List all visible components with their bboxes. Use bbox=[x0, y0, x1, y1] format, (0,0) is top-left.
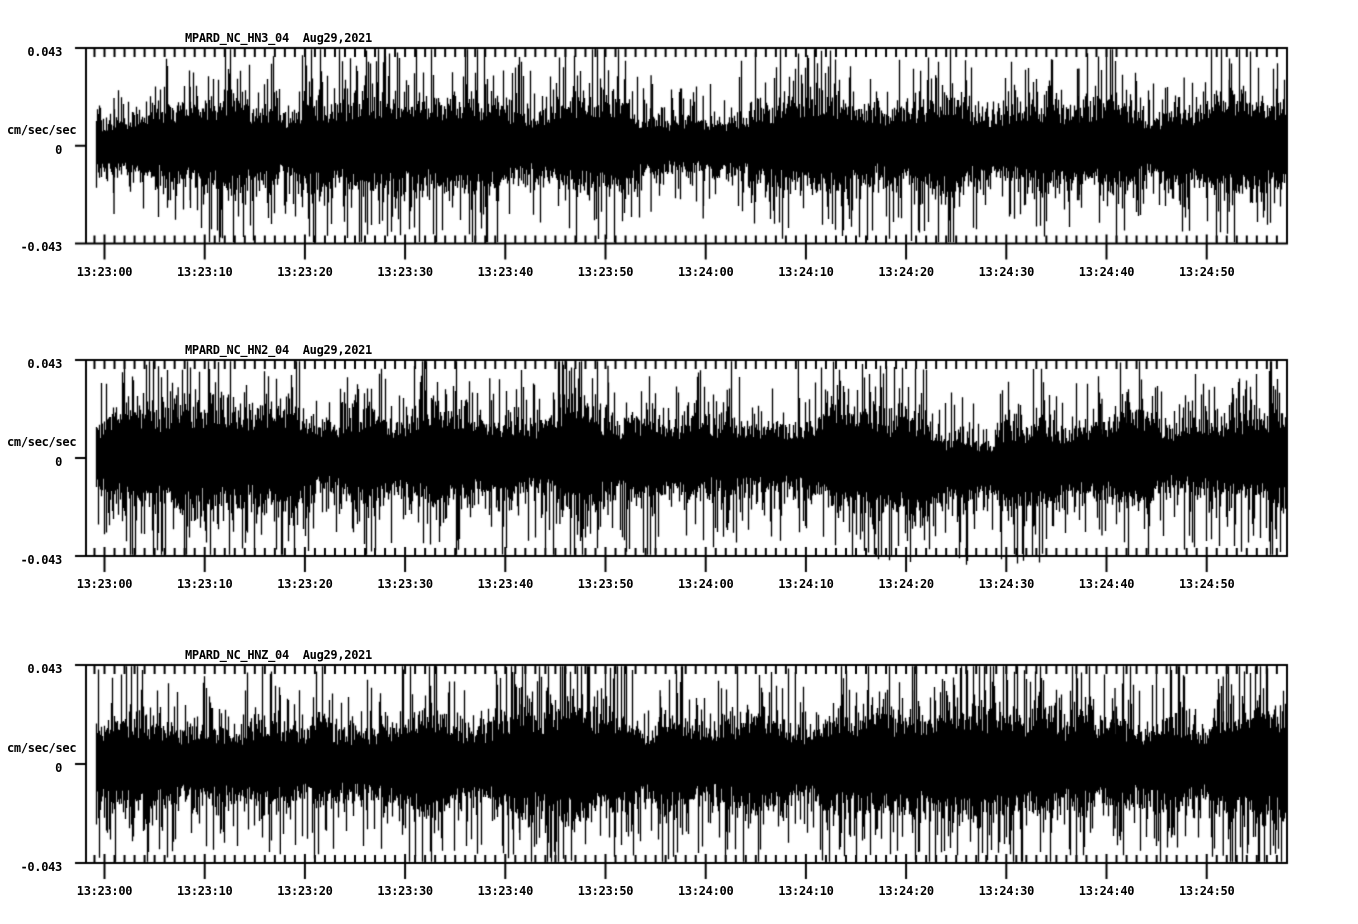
x-tick-label: 13:24:30 bbox=[978, 884, 1035, 898]
y-tick-label-max: 0.043 bbox=[27, 45, 62, 59]
y-axis-units-label: cm/sec/sec bbox=[7, 435, 77, 449]
x-tick-label: 13:24:30 bbox=[978, 265, 1035, 279]
plot-title: MPARD_NC_HN2_04 Aug29,2021 bbox=[185, 343, 372, 357]
x-tick-label: 13:23:20 bbox=[277, 265, 333, 279]
x-tick-label: 13:24:00 bbox=[677, 265, 734, 279]
x-tick-label: 13:24:10 bbox=[778, 577, 834, 591]
x-tick-label: 13:23:50 bbox=[577, 265, 634, 279]
x-tick-label: 13:24:20 bbox=[878, 884, 934, 898]
x-tick-label: 13:23:10 bbox=[176, 265, 233, 279]
y-tick-label-min: -0.043 bbox=[20, 553, 62, 567]
x-tick-label: 13:23:00 bbox=[76, 577, 133, 591]
plot-title: MPARD_NC_HN3_04 Aug29,2021 bbox=[185, 31, 372, 45]
plot-title: MPARD_NC_HNZ_04 Aug29,2021 bbox=[185, 648, 372, 662]
x-tick-label: 13:23:40 bbox=[477, 265, 534, 279]
x-tick-label: 13:24:50 bbox=[1178, 265, 1235, 279]
x-tick-label: 13:23:00 bbox=[76, 265, 133, 279]
x-tick-label: 13:23:30 bbox=[377, 265, 433, 279]
y-tick-label-zero: 0 bbox=[55, 455, 62, 469]
y-tick-label-max: 0.043 bbox=[27, 357, 62, 371]
x-tick-label: 13:24:20 bbox=[878, 577, 934, 591]
x-tick-label: 13:24:30 bbox=[978, 577, 1035, 591]
x-tick-label: 13:23:10 bbox=[176, 884, 233, 898]
x-tick-label: 13:24:40 bbox=[1078, 884, 1135, 898]
x-tick-label: 13:24:10 bbox=[778, 884, 834, 898]
x-tick-label: 13:23:00 bbox=[76, 884, 133, 898]
y-tick-label-max: 0.043 bbox=[27, 662, 62, 676]
y-tick-label-min: -0.043 bbox=[20, 240, 62, 254]
x-tick-label: 13:23:50 bbox=[577, 884, 634, 898]
x-tick-label: 13:23:30 bbox=[377, 577, 433, 591]
x-tick-label: 13:23:30 bbox=[377, 884, 433, 898]
y-axis-units-label: cm/sec/sec bbox=[7, 741, 77, 755]
x-tick-label: 13:24:50 bbox=[1178, 577, 1235, 591]
x-tick-label: 13:23:20 bbox=[277, 884, 333, 898]
x-tick-label: 13:23:40 bbox=[477, 884, 534, 898]
x-tick-label: 13:23:10 bbox=[176, 577, 233, 591]
x-tick-label: 13:24:50 bbox=[1178, 884, 1235, 898]
x-tick-label: 13:23:50 bbox=[577, 577, 634, 591]
x-tick-label: 13:24:00 bbox=[677, 577, 734, 591]
x-tick-label: 13:24:40 bbox=[1078, 577, 1135, 591]
y-tick-label-min: -0.043 bbox=[20, 860, 62, 874]
y-tick-label-zero: 0 bbox=[55, 761, 62, 775]
x-tick-label: 13:24:40 bbox=[1078, 265, 1135, 279]
x-tick-label: 13:24:10 bbox=[778, 265, 834, 279]
y-axis-units-label: cm/sec/sec bbox=[7, 123, 77, 137]
x-tick-label: 13:24:00 bbox=[677, 884, 734, 898]
x-tick-label: 13:23:20 bbox=[277, 577, 333, 591]
y-tick-label-zero: 0 bbox=[55, 143, 62, 157]
x-tick-label: 13:24:20 bbox=[878, 265, 934, 279]
x-tick-label: 13:23:40 bbox=[477, 577, 534, 591]
